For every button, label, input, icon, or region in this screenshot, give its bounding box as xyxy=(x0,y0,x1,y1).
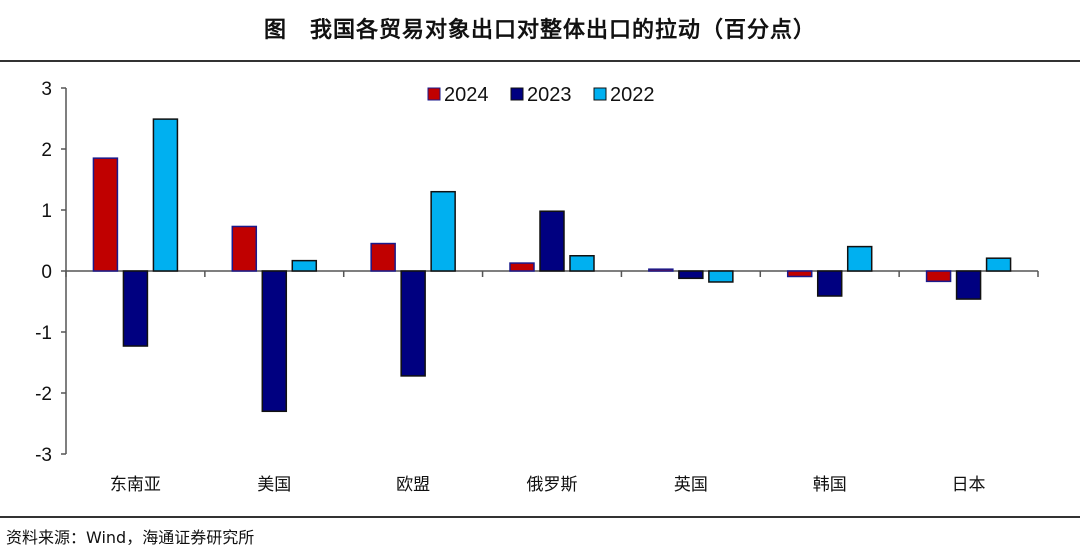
chart-title: 图 我国各贸易对象出口对整体出口的拉动（百分点） xyxy=(263,17,816,43)
bar-2023-日本 xyxy=(955,270,982,300)
legend-label: 2023 xyxy=(527,84,572,106)
bar-2023-美国 xyxy=(261,270,288,413)
bar-2022-东南亚 xyxy=(152,118,179,272)
bar-2023-韩国 xyxy=(816,270,843,297)
bar-2023-英国 xyxy=(678,270,704,280)
bar-2022-欧盟 xyxy=(430,190,456,272)
x-category-label: 美国 xyxy=(257,475,291,495)
y-tick-label: -3 xyxy=(35,445,52,466)
x-category-label: 韩国 xyxy=(813,475,847,495)
legend-label: 2024 xyxy=(444,84,489,106)
legend-swatch-2024 xyxy=(427,87,441,101)
source-note: 资料来源：Wind，海通证券研究所 xyxy=(6,528,255,547)
bar-2023-俄罗斯 xyxy=(539,210,565,272)
bar-2023-欧盟 xyxy=(400,270,426,377)
y-tick-label: 0 xyxy=(41,262,52,283)
x-category-label: 欧盟 xyxy=(396,475,430,495)
legend-swatch-2022 xyxy=(593,87,607,101)
y-tick-label: -1 xyxy=(35,323,52,344)
bar-2022-日本 xyxy=(985,257,1012,272)
bar-2024-东南亚 xyxy=(92,157,119,272)
bar-2022-英国 xyxy=(708,270,734,283)
x-category-label: 俄罗斯 xyxy=(527,475,578,495)
legend-label: 2022 xyxy=(610,84,655,106)
bar-2024-韩国 xyxy=(786,270,813,278)
bar-2022-美国 xyxy=(291,259,318,272)
y-tick-label: -2 xyxy=(35,384,52,405)
bar-2024-俄罗斯 xyxy=(509,262,535,272)
y-tick-label: 3 xyxy=(41,79,52,100)
bar-2023-东南亚 xyxy=(122,270,149,347)
x-category-label: 英国 xyxy=(674,475,708,495)
x-category-label: 东南亚 xyxy=(110,475,161,495)
source-divider xyxy=(0,516,1080,518)
bar-2024-英国 xyxy=(648,268,674,272)
bar-2024-美国 xyxy=(231,225,258,272)
x-category-label: 日本 xyxy=(952,475,986,495)
y-tick-label: 1 xyxy=(41,201,52,222)
title-divider xyxy=(0,60,1080,62)
legend-swatch-2023 xyxy=(510,87,524,101)
bar-2024-欧盟 xyxy=(370,242,396,272)
y-tick-label: 2 xyxy=(41,140,52,161)
bar-2022-俄罗斯 xyxy=(569,255,595,272)
bar-2024-日本 xyxy=(925,270,952,283)
bar-2022-韩国 xyxy=(846,245,873,272)
